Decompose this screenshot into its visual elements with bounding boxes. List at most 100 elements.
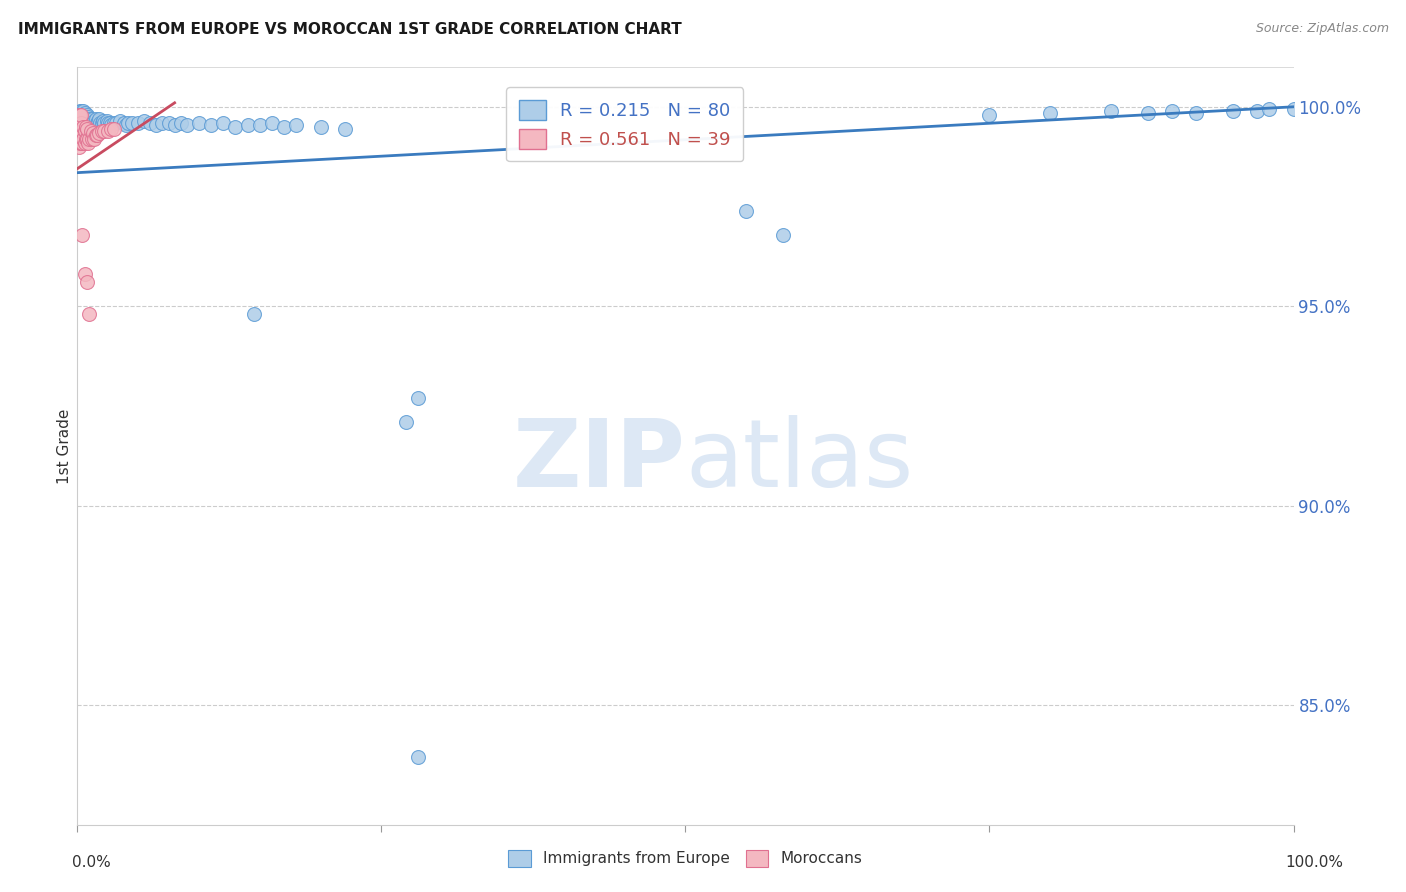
Point: [1039, 105, 1062, 120]
Point: [70, 136, 93, 150]
Point: [90, 124, 112, 138]
Point: [80, 112, 103, 126]
Point: [83, 132, 105, 146]
Point: [89, 116, 111, 130]
Point: [82, 126, 104, 140]
Point: [134, 113, 156, 128]
Point: [79, 116, 101, 130]
Point: [1161, 103, 1184, 118]
Text: atlas: atlas: [686, 415, 914, 508]
Point: [1258, 102, 1281, 116]
Point: [70, 113, 93, 128]
Point: [69, 116, 91, 130]
Point: [77, 118, 100, 132]
Point: [76, 108, 98, 122]
Point: [333, 121, 356, 136]
Point: [67, 105, 90, 120]
Point: [1246, 103, 1268, 118]
Point: [103, 116, 125, 130]
Point: [1185, 105, 1208, 120]
Point: [70, 116, 93, 130]
Point: [69, 108, 91, 122]
Point: [67, 124, 90, 138]
Point: [79, 132, 101, 146]
Point: [86, 128, 108, 142]
Point: [1282, 102, 1305, 116]
Point: [72, 103, 94, 118]
Point: [152, 116, 174, 130]
Point: [66, 120, 89, 134]
Point: [98, 116, 121, 130]
Point: [406, 391, 429, 405]
Point: [236, 118, 259, 132]
Point: [103, 121, 125, 136]
Point: [97, 124, 120, 138]
Point: [105, 116, 128, 130]
Point: [96, 113, 118, 128]
Point: [89, 112, 111, 126]
Point: [157, 116, 180, 130]
Point: [395, 415, 418, 429]
Point: [200, 118, 222, 132]
Point: [72, 113, 94, 128]
Point: [80, 132, 103, 146]
Point: [127, 116, 149, 130]
Text: 100.0%: 100.0%: [1285, 855, 1344, 870]
Point: [70, 112, 93, 126]
Point: [979, 108, 1001, 122]
Point: [72, 120, 94, 134]
Point: [1222, 103, 1244, 118]
Point: [73, 124, 96, 138]
Point: [121, 116, 143, 130]
Point: [75, 132, 97, 146]
Point: [69, 108, 91, 122]
Point: [309, 120, 332, 134]
Point: [100, 118, 122, 132]
Point: [76, 276, 98, 290]
Point: [260, 116, 283, 130]
Point: [406, 750, 429, 764]
Point: [249, 118, 271, 132]
Text: 0.0%: 0.0%: [72, 855, 111, 870]
Point: [77, 110, 100, 124]
Point: [87, 113, 110, 128]
Point: [93, 116, 115, 130]
Point: [73, 136, 96, 150]
Point: [115, 118, 138, 132]
Point: [67, 108, 90, 122]
Point: [75, 110, 97, 124]
Point: [112, 116, 135, 130]
Point: [163, 118, 186, 132]
Point: [176, 118, 198, 132]
Legend: Immigrants from Europe, Moroccans: Immigrants from Europe, Moroccans: [501, 842, 870, 874]
Text: IMMIGRANTS FROM EUROPE VS MOROCCAN 1ST GRADE CORRELATION CHART: IMMIGRANTS FROM EUROPE VS MOROCCAN 1ST G…: [18, 22, 682, 37]
Point: [70, 103, 93, 118]
Point: [145, 118, 167, 132]
Point: [70, 124, 93, 138]
Point: [242, 307, 264, 321]
Point: [170, 116, 193, 130]
Point: [97, 116, 120, 130]
Point: [69, 116, 91, 130]
Point: [69, 124, 91, 138]
Text: ZIP: ZIP: [513, 415, 686, 508]
Point: [69, 103, 91, 118]
Point: [79, 307, 101, 321]
Point: [72, 110, 94, 124]
Point: [139, 116, 162, 130]
Point: [69, 136, 91, 150]
Y-axis label: 1st Grade: 1st Grade: [56, 409, 72, 483]
Point: [67, 128, 90, 142]
Point: [73, 268, 96, 282]
Point: [83, 113, 105, 128]
Text: Source: ZipAtlas.com: Source: ZipAtlas.com: [1256, 22, 1389, 36]
Point: [73, 105, 96, 120]
Point: [73, 116, 96, 130]
Point: [108, 113, 131, 128]
Point: [70, 105, 93, 120]
Point: [1136, 105, 1159, 120]
Point: [82, 116, 104, 130]
Point: [285, 118, 308, 132]
Point: [188, 116, 211, 130]
Point: [75, 113, 97, 128]
